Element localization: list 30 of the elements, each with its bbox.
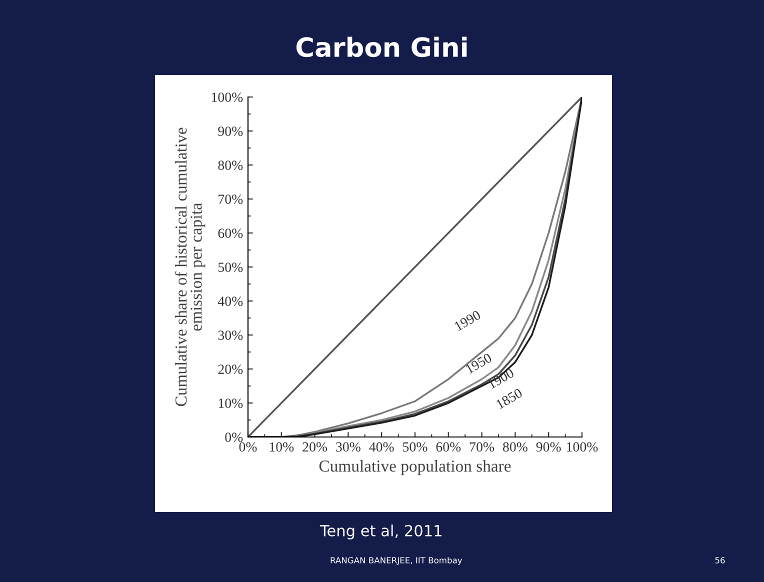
y-tick-label: 50% [218,262,243,272]
y-tick-label: 10% [218,398,243,408]
x-tick-label: 10% [270,442,294,452]
x-tick-label: 40% [369,442,394,452]
x-tick-label: 20% [302,442,328,452]
y-tick-label: 80% [218,160,243,170]
y-tick-label: 70% [218,194,243,204]
y-tick-label: 40% [218,296,243,306]
chart-title: Carbon Gini [296,36,467,58]
text: RANGAN BANERJEE, IIT Bombay [330,556,462,566]
text: 1850 [496,388,523,410]
x-tick-label: 0% [239,442,257,452]
y-tick-label: 30% [218,330,243,340]
x-tick-label: 50% [403,442,428,452]
text: 56 [715,557,725,564]
y-tick-label: 20% [218,364,243,374]
y-tick-label: 100% [212,92,243,102]
x-tick-label: 100% [567,442,598,452]
x-tick-label: 30% [336,442,360,452]
y-tick-label: 60% [218,228,243,238]
x-axis-title: Cumulative population share [319,460,511,476]
x-tick-label: 80% [503,442,528,452]
x-tick-label: 70% [470,442,494,452]
x-tick-label: 60% [436,442,461,452]
text: 1990 [454,310,482,332]
text: Teng et al, 2011 [320,524,442,540]
x-tick-label: 90% [536,442,561,452]
y-tick-label: 90% [218,126,243,136]
y-axis-title: Cumulative share of historical cumulative emission per capita [174,128,206,406]
y-tick-label: 0% [225,432,243,442]
